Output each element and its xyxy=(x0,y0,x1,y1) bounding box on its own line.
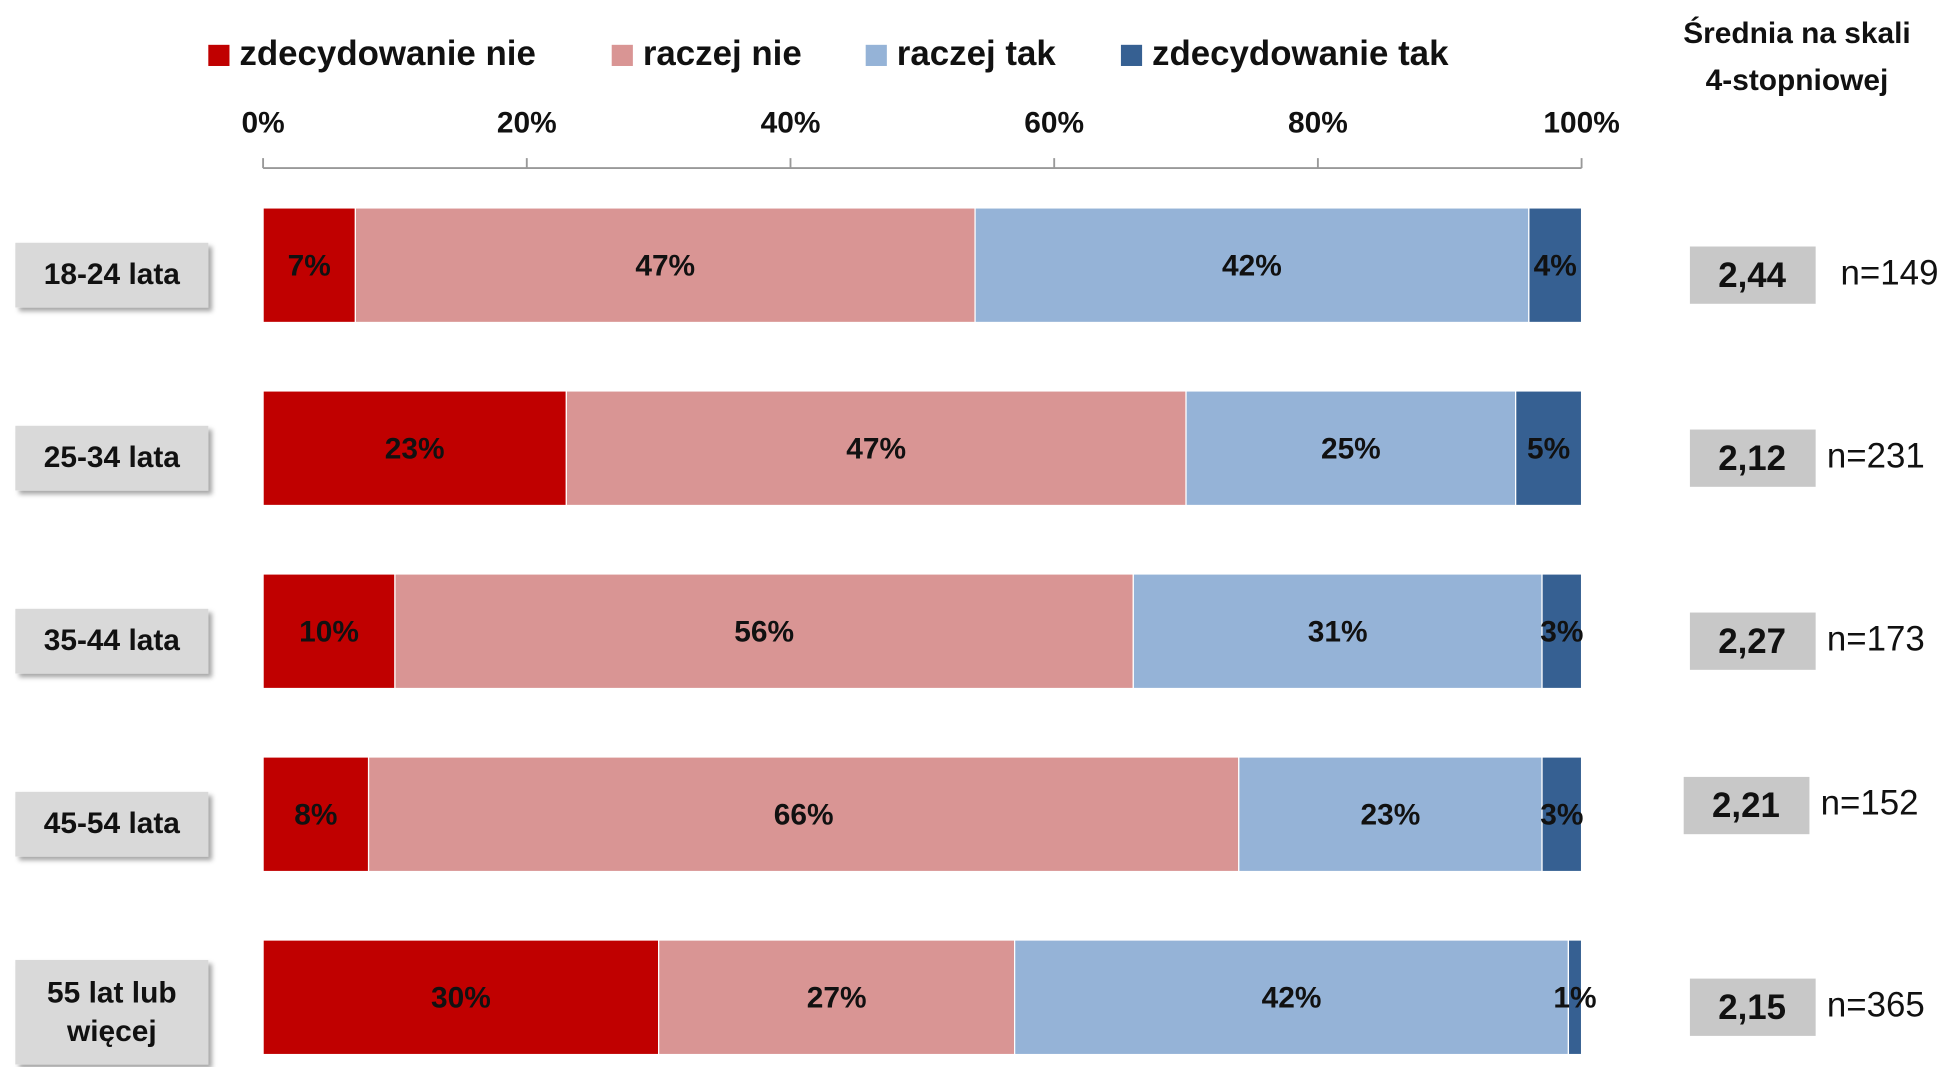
data-label: 3% xyxy=(1540,799,1583,832)
data-label: 30% xyxy=(431,982,491,1015)
bar-segment xyxy=(1567,939,1583,1056)
data-label: 66% xyxy=(774,799,834,832)
bar-segment xyxy=(367,756,1240,873)
bar-segment xyxy=(262,390,567,507)
bar-segment xyxy=(1515,390,1583,507)
legend-swatch xyxy=(1120,44,1143,66)
mean-box xyxy=(1689,978,1816,1036)
bar-segment xyxy=(1541,756,1583,873)
x-tick-label: 60% xyxy=(1024,106,1084,139)
count-label: n=152 xyxy=(1821,784,1919,823)
mean-value: 2,44 xyxy=(1718,256,1786,295)
bar-segment xyxy=(262,207,357,324)
count-label: n=231 xyxy=(1827,436,1925,475)
data-label: 25% xyxy=(1321,433,1381,466)
data-label: 47% xyxy=(635,250,695,283)
legend-label: raczej tak xyxy=(897,34,1057,73)
mean-box xyxy=(1689,429,1816,487)
data-label: 42% xyxy=(1222,250,1282,283)
data-label: 23% xyxy=(1361,799,1421,832)
x-tick-label: 20% xyxy=(497,106,557,139)
count-label: n=149 xyxy=(1841,253,1939,292)
category-box xyxy=(15,242,209,308)
data-label: 47% xyxy=(846,433,906,466)
data-label: 56% xyxy=(734,616,794,649)
legend-label: raczej nie xyxy=(643,34,802,73)
bar-segment xyxy=(1185,390,1517,507)
legend-swatch xyxy=(208,44,230,66)
category-label-wrap: 45-54 lata xyxy=(43,807,180,841)
bar-segment xyxy=(354,207,976,324)
bar-segment xyxy=(262,939,660,1056)
data-label: 1% xyxy=(1553,982,1596,1015)
count-label: n=173 xyxy=(1827,619,1925,658)
x-tick-label: 40% xyxy=(761,106,821,139)
bar-segment xyxy=(1238,756,1543,873)
mean-value: 2,27 xyxy=(1718,622,1786,661)
category-label-wrap: 25-34 lata xyxy=(43,441,180,475)
x-tick-label: 80% xyxy=(1288,106,1348,139)
category-label-wrap: 35-44 lata xyxy=(43,624,180,658)
data-label: 27% xyxy=(807,982,867,1015)
category-box xyxy=(15,959,209,1065)
category-box xyxy=(15,425,209,491)
mean-box xyxy=(1689,246,1816,304)
category-label: 55 lat lub więcej xyxy=(47,975,177,1049)
category-label: 35-44 lata xyxy=(43,624,180,658)
data-label: 42% xyxy=(1262,982,1322,1015)
bar-segment xyxy=(394,573,1134,690)
legend-swatch xyxy=(611,44,633,66)
x-tick-label: 100% xyxy=(1543,106,1619,139)
bar-segment xyxy=(262,573,396,690)
bar-segment xyxy=(1528,207,1583,324)
category-box xyxy=(15,791,209,857)
count-label: n=365 xyxy=(1827,985,1925,1024)
bar-segment xyxy=(1014,939,1570,1056)
bar-segment xyxy=(1132,573,1543,690)
legend-swatch xyxy=(865,44,887,66)
category-label-wrap: 18-24 lata xyxy=(43,258,180,292)
mean-box xyxy=(1683,776,1810,835)
mean-header: 4-stopniowej xyxy=(1706,64,1889,97)
bar-segment xyxy=(262,756,370,873)
mean-value: 2,21 xyxy=(1712,786,1780,825)
mean-value: 2,15 xyxy=(1718,988,1786,1027)
category-box xyxy=(15,608,209,674)
data-label: 8% xyxy=(294,799,337,832)
data-label: 10% xyxy=(299,616,359,649)
category-label: 45-54 lata xyxy=(43,807,180,841)
data-label: 4% xyxy=(1534,250,1577,283)
category-label-wrap: 55 lat lub więcej xyxy=(47,975,177,1049)
bar-segment xyxy=(565,390,1187,507)
mean-box xyxy=(1689,612,1816,670)
category-label: 18-24 lata xyxy=(43,258,180,292)
data-label: 5% xyxy=(1527,433,1570,466)
bar-segment xyxy=(974,207,1530,324)
legend-label: zdecydowanie nie xyxy=(239,34,535,73)
legend-label: zdecydowanie tak xyxy=(1152,34,1449,73)
mean-value: 2,12 xyxy=(1718,439,1786,478)
bar-segment xyxy=(1541,573,1583,690)
data-label: 3% xyxy=(1540,616,1583,649)
x-tick-label: 0% xyxy=(241,106,284,139)
data-label: 7% xyxy=(288,250,331,283)
category-label: 25-34 lata xyxy=(43,441,180,475)
data-label: 23% xyxy=(385,433,445,466)
bar-segment xyxy=(658,939,1016,1056)
data-label: 31% xyxy=(1308,616,1368,649)
mean-header: Średnia na skali xyxy=(1683,16,1911,50)
